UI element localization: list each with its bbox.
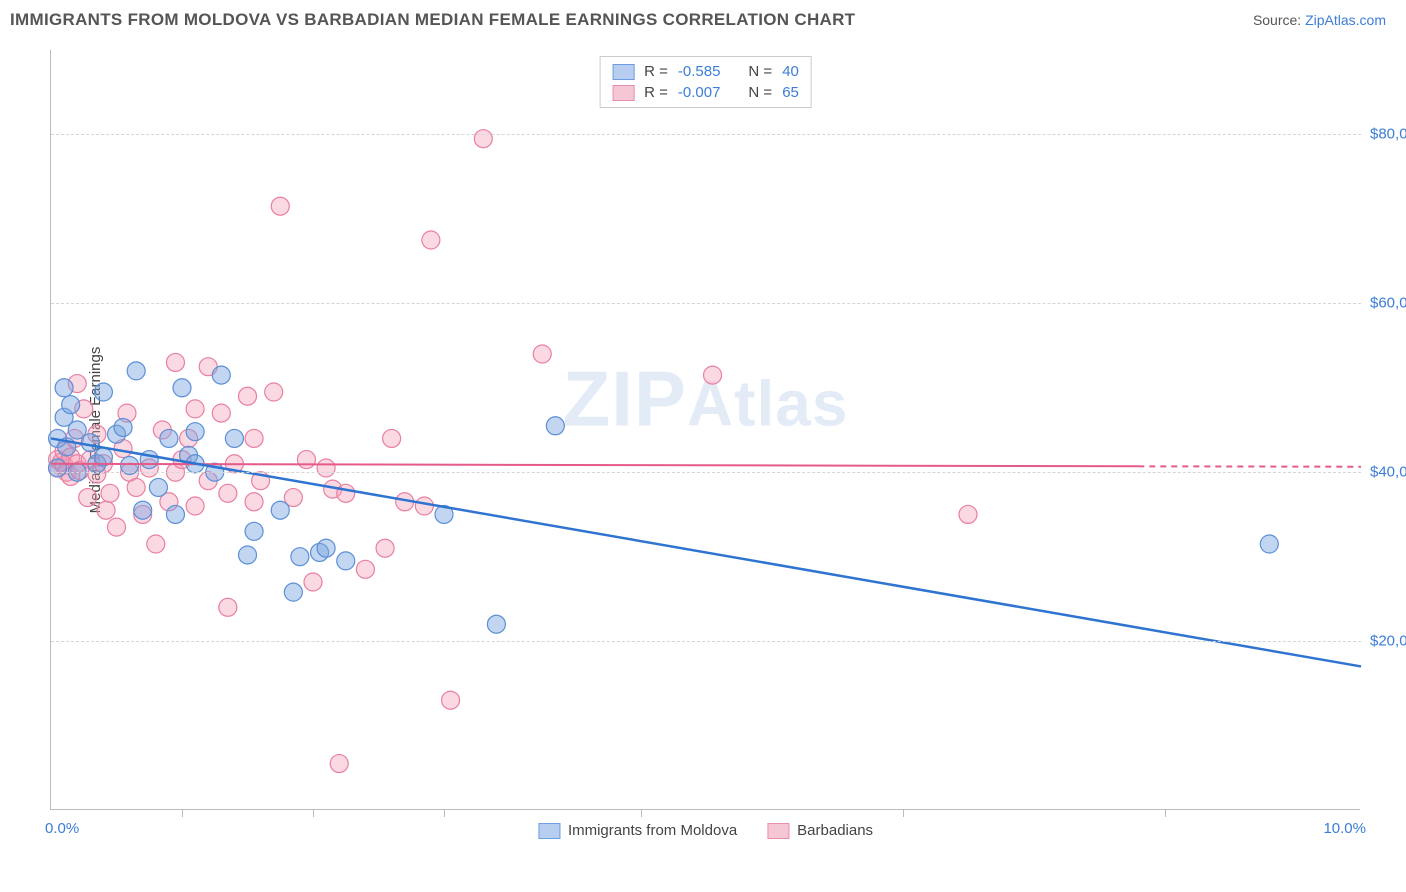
x-tick <box>444 809 445 817</box>
data-point-pink <box>533 345 551 363</box>
data-point-pink <box>265 383 283 401</box>
data-point-pink <box>330 755 348 773</box>
data-point-blue <box>284 583 302 601</box>
data-point-blue <box>271 501 289 519</box>
data-point-pink <box>304 573 322 591</box>
data-point-blue <box>239 546 257 564</box>
series-label-blue: Immigrants from Moldova <box>568 822 737 839</box>
data-point-blue <box>173 379 191 397</box>
data-point-blue <box>225 429 243 447</box>
grid-line <box>51 641 1361 642</box>
data-point-blue <box>94 383 112 401</box>
x-tick <box>313 809 314 817</box>
data-point-pink <box>317 459 335 477</box>
data-point-pink <box>127 478 145 496</box>
data-point-pink <box>422 231 440 249</box>
source-attribution: Source: ZipAtlas.com <box>1253 12 1386 28</box>
data-point-pink <box>245 429 263 447</box>
y-tick-label: $80,000 <box>1370 126 1406 143</box>
legend-item-pink: Barbadians <box>767 822 873 839</box>
data-point-pink <box>245 493 263 511</box>
data-point-pink <box>219 598 237 616</box>
grid-line <box>51 134 1361 135</box>
data-point-pink <box>101 484 119 502</box>
chart-title: IMMIGRANTS FROM MOLDOVA VS BARBADIAN MED… <box>10 10 855 30</box>
data-point-pink <box>219 484 237 502</box>
data-point-blue <box>55 379 73 397</box>
data-point-pink <box>383 429 401 447</box>
swatch-blue <box>538 823 560 839</box>
data-point-pink <box>79 489 97 507</box>
data-point-blue <box>149 478 167 496</box>
legend-item-blue: Immigrants from Moldova <box>538 822 737 839</box>
data-point-blue <box>49 459 67 477</box>
data-point-pink <box>271 197 289 215</box>
chart-container: Median Female Earnings ZIPAtlas R = -0.5… <box>50 50 1380 810</box>
x-axis-min-label: 0.0% <box>45 820 79 837</box>
x-tick <box>903 809 904 817</box>
data-point-pink <box>297 451 315 469</box>
data-point-blue <box>487 615 505 633</box>
data-point-pink <box>186 400 204 418</box>
data-point-blue <box>186 423 204 441</box>
series-legend: Immigrants from Moldova Barbadians <box>538 822 873 839</box>
data-point-pink <box>186 497 204 515</box>
data-point-pink <box>415 497 433 515</box>
x-tick <box>1165 809 1166 817</box>
data-point-blue <box>291 548 309 566</box>
data-point-blue <box>81 434 99 452</box>
data-point-blue <box>337 552 355 570</box>
data-point-pink <box>97 501 115 519</box>
data-point-blue <box>134 501 152 519</box>
data-point-pink <box>147 535 165 553</box>
data-point-pink <box>356 560 374 578</box>
data-point-pink <box>442 691 460 709</box>
x-tick <box>641 809 642 817</box>
swatch-pink <box>767 823 789 839</box>
data-point-blue <box>127 362 145 380</box>
data-point-pink <box>166 353 184 371</box>
data-point-pink <box>108 518 126 536</box>
data-point-pink <box>704 366 722 384</box>
data-point-blue <box>114 418 132 436</box>
data-point-blue <box>166 505 184 523</box>
source-prefix: Source: <box>1253 12 1305 28</box>
data-point-blue <box>1260 535 1278 553</box>
source-link[interactable]: ZipAtlas.com <box>1305 12 1386 28</box>
plot-area: ZIPAtlas R = -0.585 N = 40 R = -0.007 N … <box>50 50 1360 810</box>
data-point-pink <box>239 387 257 405</box>
plot-svg <box>51 50 1361 810</box>
data-point-blue <box>546 417 564 435</box>
data-point-pink <box>212 404 230 422</box>
x-axis-max-label: 10.0% <box>1323 820 1366 837</box>
x-tick <box>182 809 183 817</box>
grid-line <box>51 303 1361 304</box>
y-tick-label: $40,000 <box>1370 464 1406 481</box>
y-tick-label: $60,000 <box>1370 295 1406 312</box>
grid-line <box>51 472 1361 473</box>
y-tick-label: $20,000 <box>1370 633 1406 650</box>
data-point-blue <box>317 539 335 557</box>
data-point-pink <box>337 484 355 502</box>
data-point-blue <box>212 366 230 384</box>
data-point-pink <box>959 505 977 523</box>
data-point-blue <box>245 522 263 540</box>
data-point-pink <box>474 130 492 148</box>
data-point-blue <box>62 396 80 414</box>
data-point-pink <box>376 539 394 557</box>
series-label-pink: Barbadians <box>797 822 873 839</box>
data-point-blue <box>160 429 178 447</box>
